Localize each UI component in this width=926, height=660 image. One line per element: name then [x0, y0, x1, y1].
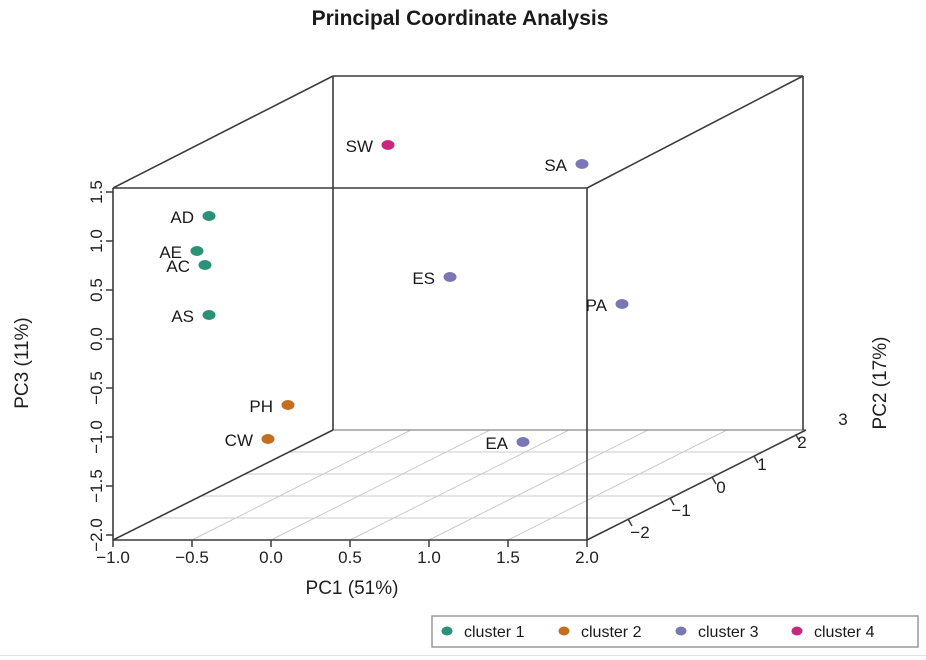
legend-item-label: cluster 1 [464, 624, 525, 641]
data-point-label: SW [346, 137, 373, 156]
z-tick-label: −0.5 [87, 371, 106, 405]
z-tick-label: 1.0 [87, 229, 106, 253]
z-tick-label: −2.0 [87, 518, 106, 552]
z-tick-label: −1.0 [87, 420, 106, 454]
x-tick-label: −0.5 [175, 548, 209, 567]
x-tick-label: 0.5 [338, 548, 362, 567]
pc2-axis-label: PC2 (17%) [870, 337, 891, 430]
z-tick-label: −1.5 [87, 469, 106, 503]
legend-item-dot [558, 626, 570, 636]
data-point-dot [281, 400, 295, 410]
pc1-axis-label: PC1 (51%) [306, 578, 399, 599]
legend: cluster 1 cluster 2 cluster 3 cluster 4 [431, 615, 919, 648]
data-point-dot [198, 260, 212, 270]
legend-item-dot [441, 626, 453, 636]
data-point-label: AS [171, 307, 194, 326]
data-point-label: PA [586, 296, 608, 315]
x-axis-ticks [112, 540, 588, 547]
data-point-dot [202, 310, 216, 320]
x-tick-label: 2.0 [575, 548, 599, 567]
y-tick-label: −1 [671, 501, 690, 520]
y-tick-label: 0 [716, 478, 725, 497]
y-axis-ticks [627, 434, 801, 527]
legend-item-label: cluster 4 [814, 624, 875, 641]
data-point-dot [575, 159, 589, 169]
data-point-label: PH [249, 397, 273, 416]
legend-item-dot [791, 626, 803, 636]
legend-item-label: cluster 3 [698, 624, 759, 641]
plot-box-edges [112, 75, 807, 541]
data-point-label: AD [170, 208, 194, 227]
y-tick-label: 2 [797, 433, 806, 452]
data-point-label: AC [166, 257, 190, 276]
data-point-label: ES [412, 269, 435, 288]
x-tick-label: 1.5 [496, 548, 520, 567]
data-point-dot [516, 437, 530, 447]
data-point-label: EA [485, 434, 508, 453]
y-tick-label: −2 [630, 523, 649, 542]
z-tick-label: 1.5 [87, 180, 106, 204]
data-points: AD AE AC AS PH CW SW SA ES PA EA [159, 137, 629, 453]
z-tick-label: 0.5 [87, 278, 106, 302]
legend-box [431, 615, 919, 648]
x-tick-label: 0.0 [259, 548, 283, 567]
data-point-dot [261, 434, 275, 444]
data-point-label: CW [225, 431, 253, 450]
y-tick-label: 1 [757, 455, 766, 474]
x-tick-label: 1.0 [417, 548, 441, 567]
chart-title: Principal Coordinate Analysis [312, 7, 609, 30]
data-point-dot [381, 140, 395, 150]
legend-item-dot [675, 626, 687, 636]
legend-item-label: cluster 2 [581, 624, 642, 641]
pc3-axis-label: PC3 (11%) [12, 317, 33, 409]
data-point-label: SA [544, 156, 567, 175]
data-point-dot [443, 272, 457, 282]
data-point-dot [190, 246, 204, 256]
data-point-dot [615, 299, 629, 309]
y-tick-label: 3 [838, 410, 847, 429]
z-axis-ticks [106, 191, 113, 536]
data-point-label: AE [159, 243, 182, 262]
data-point-dot [202, 211, 216, 221]
z-tick-label: 0.0 [87, 327, 106, 351]
floor-grid [157, 429, 763, 541]
x-tick-label: −1.0 [96, 548, 130, 567]
